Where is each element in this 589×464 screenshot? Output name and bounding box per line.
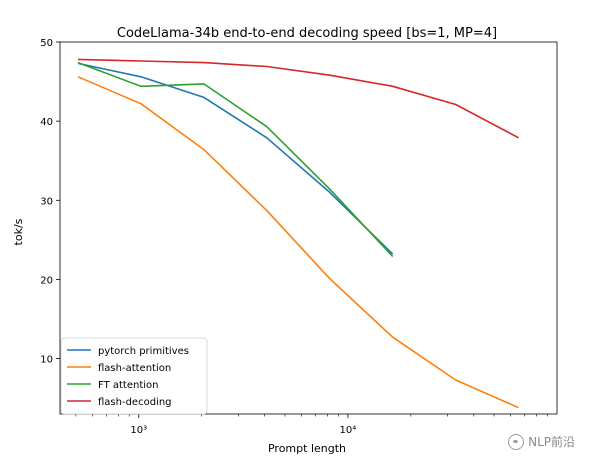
series-lines	[77, 58, 519, 409]
y-axis-label: tok/s	[12, 218, 25, 245]
axes: 10³ 10⁴ 10 20 30 40 50	[40, 38, 558, 436]
y-tick-label: 10	[40, 355, 53, 366]
series-line-ft-attention	[77, 61, 394, 258]
y-tick-label: 40	[40, 117, 53, 128]
x-axis-label: Prompt length	[268, 442, 346, 455]
chart-title: CodeLlama-34b end-to-end decoding speed …	[117, 26, 497, 41]
series-line-flash-decoding	[77, 58, 519, 139]
x-tick-label: 10⁴	[340, 425, 357, 436]
y-tick-label: 50	[40, 38, 53, 49]
watermark: NLP前沿	[508, 433, 575, 450]
legend-label: flash-decoding	[98, 397, 172, 408]
legend: pytorch primitives flash-attention FT atte…	[60, 337, 208, 415]
series-line-flash-attention	[77, 76, 519, 409]
y-tick-label: 30	[40, 196, 53, 207]
wechat-icon	[508, 433, 525, 450]
plot-frame	[59, 41, 558, 415]
legend-label: flash-attention	[98, 363, 171, 374]
x-tick-label: 10³	[130, 425, 147, 436]
y-tick-label: 20	[40, 275, 53, 286]
legend-label: FT attention	[98, 380, 158, 391]
legend-label: pytorch primitives	[98, 346, 189, 357]
legend-box	[60, 337, 208, 415]
watermark-text: NLP前沿	[528, 435, 575, 449]
series-line-pytorch-primitives	[77, 62, 394, 255]
